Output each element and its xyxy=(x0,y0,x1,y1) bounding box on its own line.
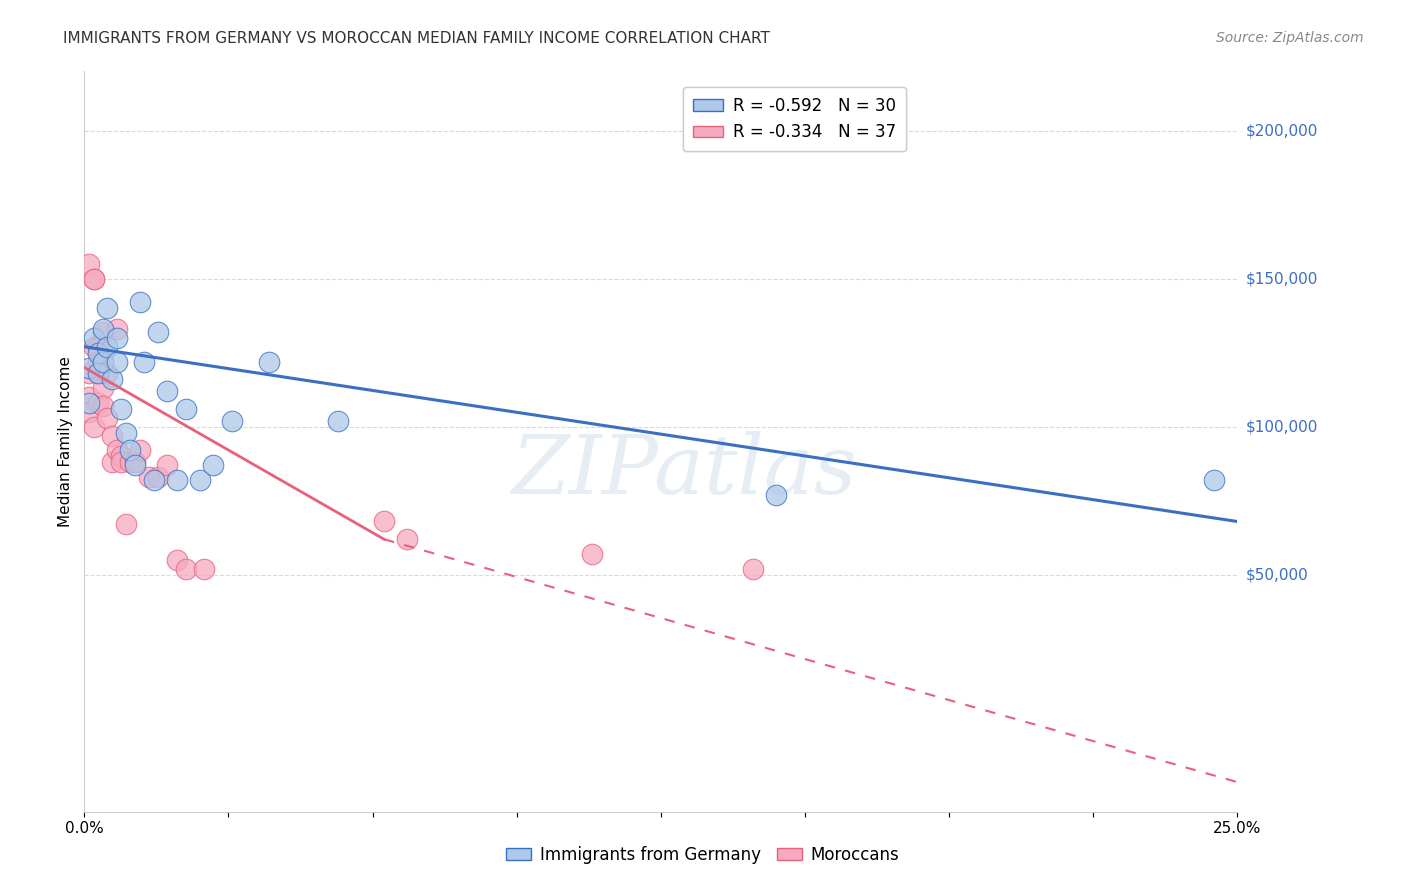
Point xyxy=(87,345,110,359)
Point xyxy=(83,331,105,345)
Text: Source: ZipAtlas.com: Source: ZipAtlas.com xyxy=(1216,31,1364,45)
Point xyxy=(124,458,146,473)
Text: $200,000: $200,000 xyxy=(1246,123,1317,138)
Point xyxy=(87,396,110,410)
Point xyxy=(77,367,100,381)
Point xyxy=(765,488,787,502)
Legend: R = -0.592   N = 30, R = -0.334   N = 37: R = -0.592 N = 30, R = -0.334 N = 37 xyxy=(683,87,905,152)
Point xyxy=(91,399,114,413)
Point xyxy=(174,401,197,416)
Point xyxy=(77,405,100,419)
Point xyxy=(91,322,114,336)
Point xyxy=(326,414,349,428)
Point xyxy=(373,515,395,529)
Y-axis label: Median Family Income: Median Family Income xyxy=(58,356,73,527)
Text: IMMIGRANTS FROM GERMANY VS MOROCCAN MEDIAN FAMILY INCOME CORRELATION CHART: IMMIGRANTS FROM GERMANY VS MOROCCAN MEDI… xyxy=(63,31,770,46)
Point xyxy=(83,271,105,285)
Legend: Immigrants from Germany, Moroccans: Immigrants from Germany, Moroccans xyxy=(499,839,907,871)
Point xyxy=(110,450,132,464)
Point xyxy=(110,401,132,416)
Point xyxy=(396,533,419,547)
Point xyxy=(101,372,124,386)
Point xyxy=(91,381,114,395)
Point xyxy=(128,295,150,310)
Point xyxy=(87,354,110,368)
Point xyxy=(166,553,188,567)
Point xyxy=(105,322,128,336)
Point xyxy=(87,367,110,381)
Point xyxy=(91,354,114,368)
Point xyxy=(156,458,179,473)
Point xyxy=(124,455,146,469)
Text: $100,000: $100,000 xyxy=(1246,419,1317,434)
Point xyxy=(1204,473,1226,487)
Point xyxy=(202,458,225,473)
Text: $150,000: $150,000 xyxy=(1246,271,1317,286)
Point xyxy=(110,455,132,469)
Point xyxy=(142,473,165,487)
Point xyxy=(257,354,280,368)
Point xyxy=(221,414,243,428)
Point xyxy=(101,455,124,469)
Point xyxy=(174,562,197,576)
Point xyxy=(77,390,100,404)
Point xyxy=(188,473,211,487)
Point xyxy=(105,443,128,458)
Point xyxy=(83,419,105,434)
Point xyxy=(115,425,138,440)
Point xyxy=(87,340,110,354)
Point xyxy=(581,547,603,561)
Point xyxy=(742,562,765,576)
Text: $50,000: $50,000 xyxy=(1246,567,1309,582)
Point xyxy=(120,443,142,458)
Point xyxy=(120,455,142,469)
Point xyxy=(83,340,105,354)
Point xyxy=(156,384,179,399)
Point xyxy=(115,517,138,532)
Point xyxy=(96,340,118,354)
Point xyxy=(138,470,160,484)
Point xyxy=(96,410,118,425)
Point xyxy=(87,367,110,381)
Point xyxy=(101,428,124,442)
Point xyxy=(77,360,100,375)
Point xyxy=(146,325,169,339)
Point xyxy=(128,443,150,458)
Point xyxy=(83,271,105,285)
Point xyxy=(105,331,128,345)
Point xyxy=(96,301,118,316)
Point xyxy=(77,396,100,410)
Text: ZIPatlas: ZIPatlas xyxy=(512,431,856,511)
Point xyxy=(105,354,128,368)
Point xyxy=(134,354,156,368)
Point xyxy=(193,562,215,576)
Point xyxy=(146,470,169,484)
Point xyxy=(166,473,188,487)
Point xyxy=(91,325,114,339)
Point xyxy=(77,257,100,271)
Point xyxy=(96,367,118,381)
